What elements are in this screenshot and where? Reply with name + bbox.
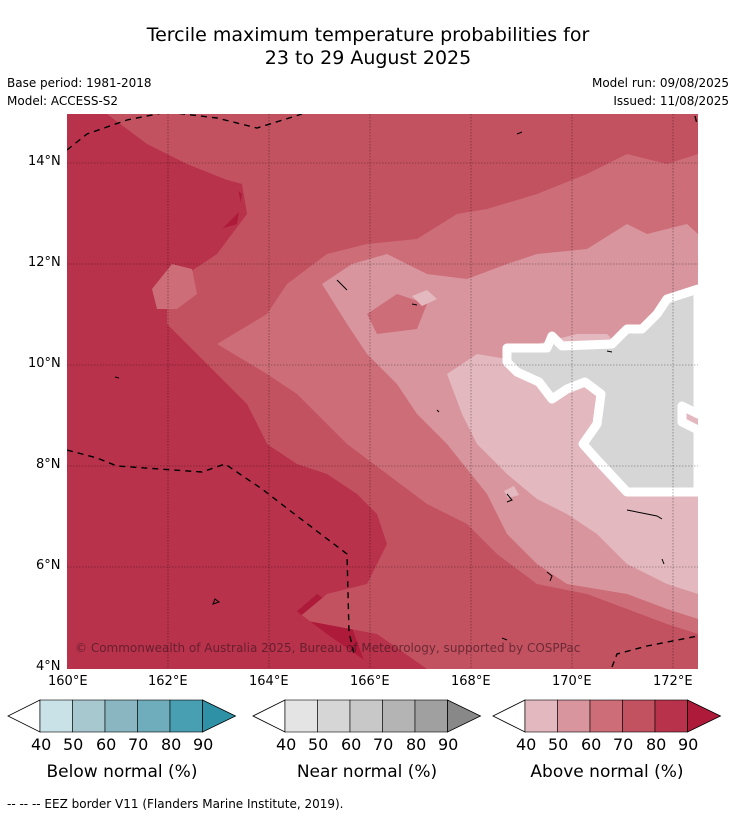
above-label-90: 90 bbox=[678, 735, 699, 754]
below-label-80: 80 bbox=[161, 735, 182, 754]
colorbar-above-normal-swatches bbox=[492, 699, 722, 733]
near-label-50: 50 bbox=[308, 735, 329, 754]
colorbar-upper-arrow bbox=[447, 699, 482, 733]
below-label-60: 60 bbox=[96, 735, 117, 754]
contour-40-50-small bbox=[412, 290, 437, 306]
model-run-date: Model run: 09/08/2025 bbox=[591, 76, 729, 90]
colorbar-above-normal-title: Above normal (%) bbox=[530, 762, 684, 782]
above-label-40: 40 bbox=[516, 735, 537, 754]
colorbar-lower-arrow bbox=[252, 699, 286, 733]
model-name: Model: ACCESS-S2 bbox=[7, 94, 119, 108]
colorbar-lower-arrow bbox=[492, 699, 526, 733]
graticule bbox=[67, 114, 698, 669]
colorbar-below-normal bbox=[7, 698, 237, 736]
lat-tick-6n: 6°N bbox=[36, 558, 61, 573]
near-label-60: 60 bbox=[341, 735, 362, 754]
lon-tick-160e: 160°E bbox=[48, 674, 88, 689]
colorbar-near-normal-swatches bbox=[252, 699, 482, 733]
lon-tick-168e: 168°E bbox=[451, 674, 491, 689]
island-outlines bbox=[114, 131, 665, 641]
colorbar-near-normal bbox=[252, 698, 482, 736]
contour-70-80-left-cover bbox=[67, 114, 377, 669]
above-label-80: 80 bbox=[646, 735, 667, 754]
below-label-50: 50 bbox=[63, 735, 84, 754]
copyright-notice: © Commonwealth of Australia 2025, Bureau… bbox=[75, 641, 581, 655]
eez-border bbox=[67, 114, 698, 668]
map-title-line1: Tercile maximum temperature probabilitie… bbox=[146, 24, 590, 46]
colorbar-above-normal bbox=[492, 698, 722, 736]
colorbar-swatch bbox=[622, 699, 656, 733]
lat-tick-10n: 10°N bbox=[28, 356, 61, 371]
contour-60-70-small bbox=[152, 264, 197, 309]
below-label-70: 70 bbox=[128, 735, 149, 754]
colorbar-upper-arrow bbox=[687, 699, 722, 733]
issued-date: Issued: 11/08/2025 bbox=[613, 94, 729, 108]
lat-tick-12n: 12°N bbox=[28, 255, 61, 270]
lon-tick-162e: 162°E bbox=[148, 674, 188, 689]
colorbar-swatch bbox=[414, 699, 448, 733]
colorbar-swatch bbox=[524, 699, 558, 733]
colorbar-swatch bbox=[137, 699, 171, 733]
lon-tick-166e: 166°E bbox=[350, 674, 390, 689]
colorbar-swatch bbox=[589, 699, 623, 733]
lon-tick-170e: 170°E bbox=[552, 674, 592, 689]
colorbar-swatch bbox=[39, 699, 73, 733]
colorbar-upper-arrow bbox=[202, 699, 237, 733]
colorbar-lower-arrow bbox=[7, 699, 41, 733]
near-normal-region bbox=[502, 284, 698, 497]
colorbar-swatch bbox=[557, 699, 591, 733]
colorbar-swatch bbox=[104, 699, 138, 733]
colorbar-swatch bbox=[284, 699, 318, 733]
colorbar-swatch bbox=[349, 699, 383, 733]
colorbar-swatch bbox=[72, 699, 106, 733]
colorbar-near-normal-title: Near normal (%) bbox=[296, 762, 438, 782]
colorbar-below-normal-title: Below normal (%) bbox=[46, 762, 198, 782]
colorbar-below-normal-swatches bbox=[7, 699, 237, 733]
probability-map bbox=[67, 114, 698, 669]
below-label-40: 40 bbox=[31, 735, 52, 754]
near-label-70: 70 bbox=[373, 735, 394, 754]
lon-tick-164e: 164°E bbox=[249, 674, 289, 689]
above-label-50: 50 bbox=[548, 735, 569, 754]
map-title-line2: 23 to 29 August 2025 bbox=[264, 47, 472, 69]
near-label-90: 90 bbox=[438, 735, 459, 754]
colorbar-swatch bbox=[654, 699, 688, 733]
lon-tick-172e: 172°E bbox=[653, 674, 693, 689]
base-period: Base period: 1981-2018 bbox=[7, 76, 152, 90]
colorbar-swatch bbox=[317, 699, 351, 733]
above-label-70: 70 bbox=[613, 735, 634, 754]
near-label-40: 40 bbox=[276, 735, 297, 754]
above-label-60: 60 bbox=[581, 735, 602, 754]
near-label-80: 80 bbox=[406, 735, 427, 754]
lat-tick-8n: 8°N bbox=[36, 457, 61, 472]
colorbar-swatch bbox=[169, 699, 203, 733]
colorbar-swatch bbox=[382, 699, 416, 733]
lat-tick-14n: 14°N bbox=[28, 154, 61, 169]
lat-tick-4n: 4°N bbox=[36, 659, 61, 674]
below-label-90: 90 bbox=[193, 735, 214, 754]
eez-footnote: -- -- -- EEZ border V11 (Flanders Marine… bbox=[7, 797, 344, 811]
